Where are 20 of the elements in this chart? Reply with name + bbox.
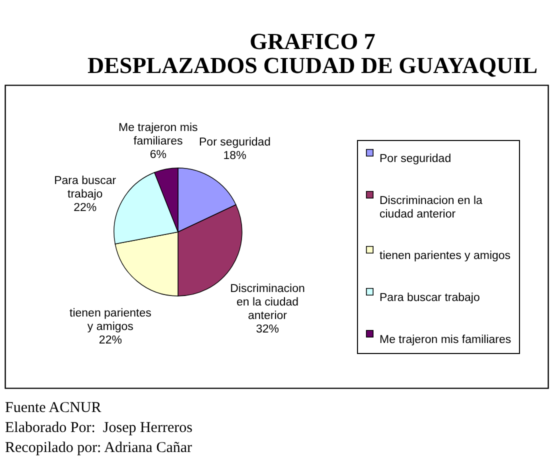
- chart-subtitle: DESPLAZADOS CIUDAD DE GUAYAQUIL: [87, 53, 538, 78]
- slice-label: Por seguridad: [198, 136, 271, 148]
- text: Recopilado por: Adriana Cañar: [5, 439, 192, 458]
- slice-label: Me trajeron mis familiares: [118, 122, 198, 148]
- data-label: 18%: [223, 150, 246, 162]
- slice-label: Discriminacion en la ciudad anterior: [230, 282, 305, 322]
- legend-label: Por seguridad: [380, 152, 452, 165]
- data-label: 22%: [98, 334, 122, 347]
- data-label: 22%: [74, 202, 97, 214]
- legend-label: tienen parientes y amigos: [380, 250, 511, 262]
- chart-title: GRAFICO 7: [250, 29, 376, 54]
- data-label: 6%: [150, 148, 166, 161]
- slice-label: Para buscar trabajo: [54, 174, 116, 200]
- legend-label: Discriminacion en la ciudad anterior: [380, 194, 484, 220]
- source-note: Fuente ACNUR: [5, 399, 102, 418]
- legend-label: Me trajeron mis familiares: [380, 334, 512, 346]
- data-label: 32%: [256, 323, 280, 336]
- text: Elaborado Por: Josep Herreros: [5, 419, 192, 438]
- slice-label: tienen parientes y amigos: [70, 308, 152, 334]
- legend-label: Para buscar trabajo: [380, 292, 480, 304]
